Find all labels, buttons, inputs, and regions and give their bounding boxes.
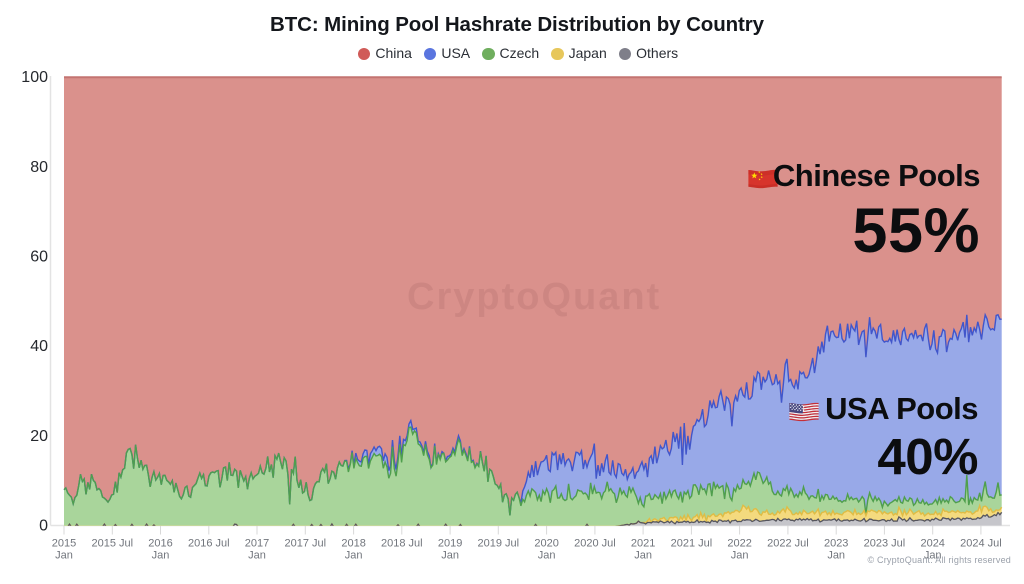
svg-text:60: 60 — [30, 249, 48, 266]
svg-text:2018: 2018 — [341, 538, 365, 550]
svg-text:2022: 2022 — [727, 538, 751, 550]
svg-text:2016 Jul: 2016 Jul — [188, 538, 230, 550]
svg-text:2024 Jul: 2024 Jul — [960, 538, 1002, 550]
svg-text:2021 Jul: 2021 Jul — [671, 538, 713, 550]
svg-text:Jan: Jan — [152, 550, 170, 562]
svg-text:2022 Jul: 2022 Jul — [767, 538, 809, 550]
svg-text:2023 Jul: 2023 Jul — [864, 538, 906, 550]
svg-text:2018 Jul: 2018 Jul — [381, 538, 423, 550]
svg-text:2019 Jul: 2019 Jul — [478, 538, 520, 550]
svg-text:2021: 2021 — [631, 538, 655, 550]
svg-text:Jan: Jan — [731, 550, 749, 562]
svg-text:2015 Jul: 2015 Jul — [92, 538, 134, 550]
svg-text:2017: 2017 — [245, 538, 269, 550]
svg-text:2020: 2020 — [534, 538, 558, 550]
svg-text:Jan: Jan — [441, 550, 459, 562]
svg-text:Jan: Jan — [827, 550, 845, 562]
svg-text:2019: 2019 — [438, 538, 462, 550]
svg-text:2023: 2023 — [824, 538, 848, 550]
svg-text:Jan: Jan — [538, 550, 556, 562]
svg-text:2017 Jul: 2017 Jul — [285, 538, 327, 550]
svg-text:0: 0 — [39, 518, 48, 535]
svg-text:2024: 2024 — [920, 538, 944, 550]
svg-text:80: 80 — [30, 159, 48, 176]
svg-text:Jan: Jan — [345, 550, 363, 562]
svg-text:20: 20 — [30, 428, 48, 445]
svg-text:2015: 2015 — [52, 538, 76, 550]
svg-text:100: 100 — [21, 69, 48, 86]
svg-text:Jan: Jan — [634, 550, 652, 562]
svg-text:2016: 2016 — [148, 538, 172, 550]
svg-text:40: 40 — [30, 338, 48, 355]
svg-text:2020 Jul: 2020 Jul — [574, 538, 616, 550]
svg-text:Jan: Jan — [924, 550, 942, 562]
svg-text:Jan: Jan — [248, 550, 266, 562]
svg-text:Jan: Jan — [55, 550, 73, 562]
